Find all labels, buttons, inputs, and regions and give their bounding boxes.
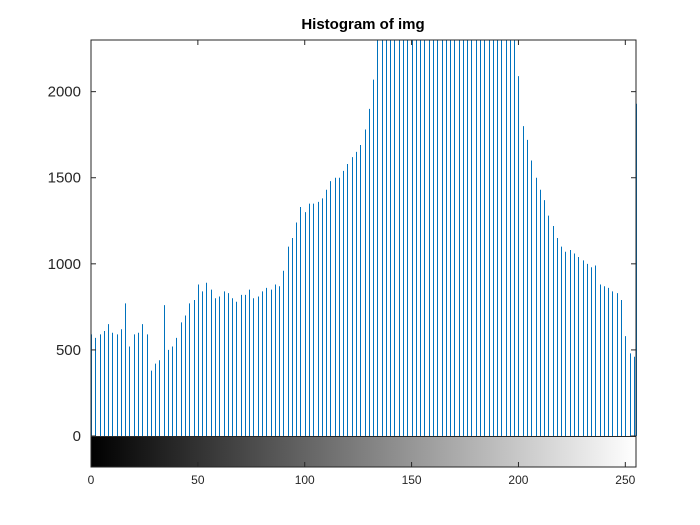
y-tick-label: 1000 — [48, 256, 81, 273]
x-tick-label: 250 — [615, 473, 635, 487]
colorbar-gradient — [91, 436, 636, 467]
x-tick-label: 50 — [191, 473, 205, 487]
plot-frame — [90, 39, 637, 468]
x-tick-label: 150 — [402, 473, 422, 487]
histogram-bars — [91, 40, 637, 436]
x-tick-label: 0 — [88, 473, 95, 487]
y-tick-label: 2000 — [48, 84, 81, 101]
y-tick-label: 500 — [56, 342, 81, 359]
y-tick-label: 1500 — [48, 170, 81, 187]
y-tick-label: 0 — [73, 428, 81, 445]
y-axis: 0 500 1000 1500 2000 — [48, 84, 636, 445]
x-tick-label: 200 — [508, 473, 528, 487]
chart-title: Histogram of img — [301, 16, 424, 33]
grayscale-colorbar — [91, 436, 636, 467]
x-tick-label: 100 — [295, 473, 315, 487]
x-axis: 0 50 100 150 200 250 — [88, 40, 636, 487]
